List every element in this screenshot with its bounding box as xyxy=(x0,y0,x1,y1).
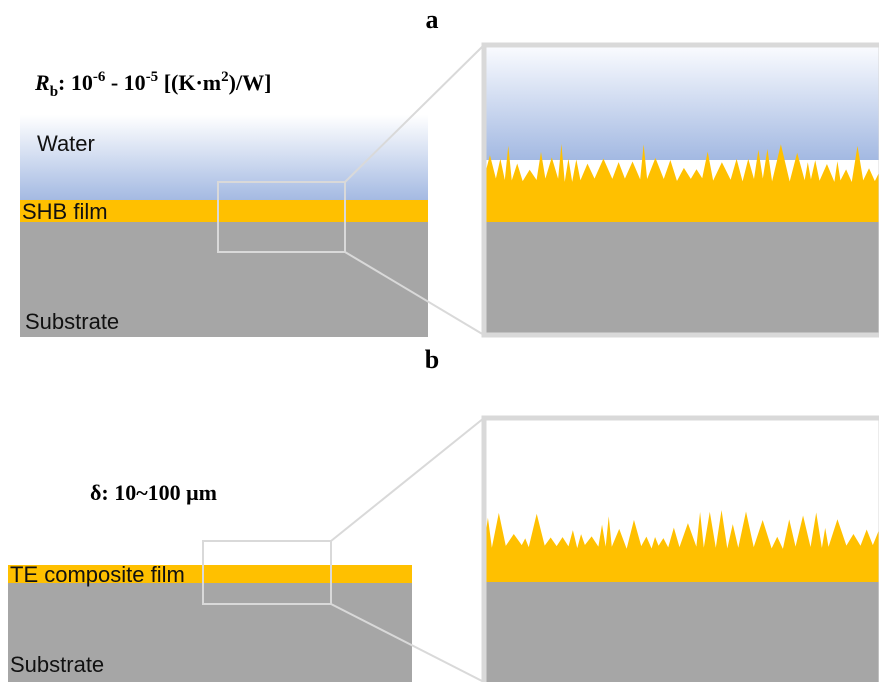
formula-part: : 10 xyxy=(58,70,93,95)
formula-part: [(K·m xyxy=(158,70,221,95)
water-zoom xyxy=(484,45,879,160)
formula-part: - 10 xyxy=(105,70,145,95)
layer-label: SHB film xyxy=(22,199,108,224)
diagram: a Rb: 10-6 - 10-5 [(K·m2)/W] Water SHB f… xyxy=(0,0,879,682)
panel-label: b xyxy=(425,345,439,374)
substrate-zoom xyxy=(484,582,879,682)
substrate-zoom xyxy=(484,222,879,335)
formula-part: b xyxy=(50,84,58,100)
water-layer xyxy=(20,115,428,201)
rough-film xyxy=(484,510,879,583)
layer-label: TE composite film xyxy=(10,562,185,587)
formula-part: 2 xyxy=(221,69,229,85)
zoom-line xyxy=(331,418,484,541)
layer-label: Substrate xyxy=(25,309,119,334)
formula-part: -5 xyxy=(146,69,159,85)
layer-label: Water xyxy=(37,131,95,156)
formula-part: R xyxy=(34,70,50,95)
formula-part: )/W] xyxy=(229,70,272,95)
formula-part: -6 xyxy=(93,69,106,85)
panel-label: a xyxy=(426,5,439,34)
thickness: δ: 10~100 μm xyxy=(90,480,217,505)
layer-label: Substrate xyxy=(10,652,104,677)
formula: Rb: 10-6 - 10-5 [(K·m2)/W] xyxy=(34,69,271,100)
